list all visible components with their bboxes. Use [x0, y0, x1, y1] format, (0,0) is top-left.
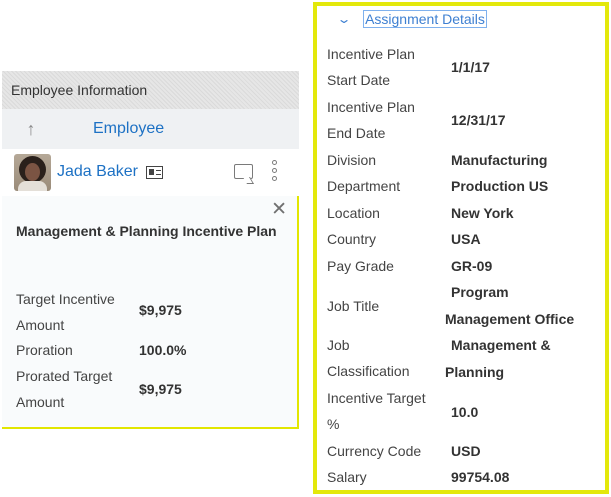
end-date-label: Incentive Plan End Date — [327, 99, 415, 141]
end-date-value: 12/31/17 — [451, 112, 506, 128]
start-date-label: Incentive Plan Start Date — [327, 46, 415, 88]
employee-information-panel: Employee Information ↑ Employee Jada Bak… — [2, 71, 299, 195]
avatar[interactable] — [14, 153, 51, 191]
job-title-value-line1: Program — [451, 284, 509, 300]
job-classification-value-line1: Management & — [451, 337, 551, 353]
division-label: Division — [327, 152, 377, 168]
job-classification-label: Job Classification — [327, 337, 410, 379]
chat-icon[interactable] — [234, 164, 253, 179]
incentive-plan-title: Management & Planning Incentive Plan — [16, 223, 277, 239]
proration-value: 100.0% — [139, 342, 187, 358]
employee-name-link[interactable]: Jada Baker — [57, 163, 138, 180]
location-value: New York — [451, 205, 514, 221]
target-incentive-amount-value: $9,975 — [139, 302, 182, 318]
pay-grade-label: Pay Grade — [327, 258, 394, 274]
employee-row[interactable]: Jada Baker — [2, 149, 299, 195]
country-label: Country — [327, 231, 377, 247]
proration-label: Proration — [16, 342, 73, 358]
more-vertical-icon[interactable] — [272, 160, 278, 184]
chevron-down-icon[interactable]: ⌄ — [336, 12, 352, 26]
tab-employee[interactable]: Employee — [93, 120, 165, 137]
assignment-details-title[interactable]: Assignment Details — [363, 10, 487, 28]
incentive-plan-popup: ✕ Management & Planning Incentive Plan T… — [2, 196, 299, 429]
job-classification-value-line2: Planning — [445, 364, 505, 380]
employee-subheader: ↑ Employee — [2, 109, 299, 149]
incentive-target-label: Incentive Target % — [327, 390, 426, 432]
close-icon[interactable]: ✕ — [271, 199, 287, 220]
employee-information-header: Employee Information — [2, 71, 299, 109]
department-value: Production US — [451, 178, 549, 194]
assignment-details-panel: ⌄ Assignment Details Incentive Plan Star… — [313, 2, 609, 494]
prorated-target-amount-label: Prorated Target Amount — [16, 368, 113, 410]
job-title-value-line2: Management Office — [445, 311, 575, 327]
department-label: Department — [327, 178, 401, 194]
target-incentive-amount-label: Target Incentive Amount — [16, 291, 115, 333]
salary-value: 99754.08 — [451, 469, 510, 485]
start-date-value: 1/1/17 — [451, 59, 490, 75]
location-label: Location — [327, 205, 380, 221]
prorated-target-amount-value: $9,975 — [139, 381, 182, 397]
contact-card-icon[interactable] — [145, 165, 163, 179]
pay-grade-value: GR-09 — [451, 258, 493, 274]
country-value: USA — [451, 231, 481, 247]
assignment-details-header[interactable]: ⌄ Assignment Details — [336, 10, 487, 28]
arrow-up-icon[interactable]: ↑ — [26, 118, 36, 139]
incentive-target-value: 10.0 — [451, 404, 479, 420]
division-value: Manufacturing — [451, 152, 548, 168]
job-title-label: Job Title — [327, 298, 380, 314]
salary-label: Salary — [327, 469, 367, 485]
currency-code-value: USD — [451, 443, 481, 459]
currency-code-label: Currency Code — [327, 443, 422, 459]
